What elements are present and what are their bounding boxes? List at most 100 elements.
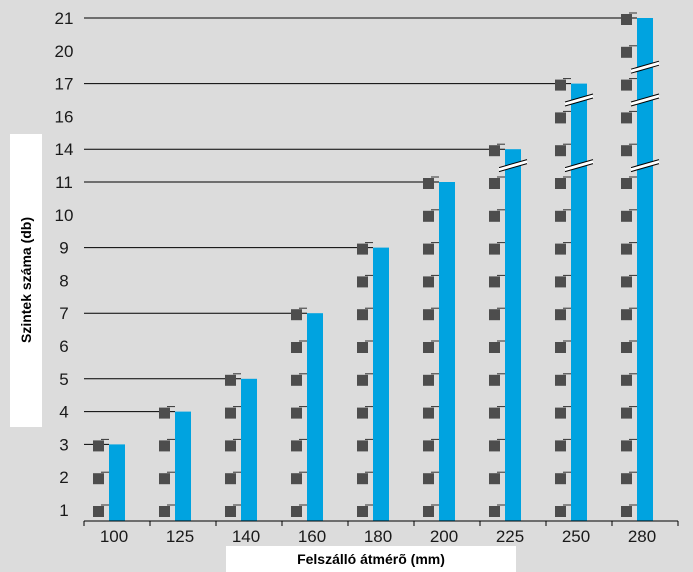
floor-marker [489, 210, 500, 222]
y-tick-label: 3 [59, 435, 68, 454]
axis-break-gap [630, 159, 660, 172]
floor-marker [621, 440, 632, 452]
floor-marker [357, 276, 368, 288]
floor-marker [621, 374, 632, 386]
y-tick-label: 7 [59, 304, 68, 323]
floor-marker [423, 178, 434, 189]
floor-marker [225, 440, 236, 452]
floor-marker [93, 473, 104, 485]
floor-marker [555, 473, 566, 485]
floor-marker [291, 407, 302, 419]
y-tick-label: 17 [55, 75, 74, 94]
floor-marker [291, 506, 302, 517]
floor-marker [225, 473, 236, 485]
floor-marker [423, 210, 434, 222]
floor-marker [621, 145, 632, 157]
x-tick-label: 280 [628, 527, 656, 546]
floor-marker [225, 506, 236, 517]
floor-marker [621, 178, 632, 189]
x-tick-label: 125 [166, 527, 194, 546]
ylabel-panel [10, 134, 42, 427]
floor-marker [489, 243, 500, 255]
floor-marker [621, 79, 632, 91]
axis-break-line [564, 97, 594, 107]
x-tick-label: 200 [430, 527, 458, 546]
floor-marker [555, 210, 566, 222]
bar [241, 378, 257, 521]
floor-marker [423, 506, 434, 517]
floor-marker [621, 46, 632, 58]
y-tick-label: 21 [55, 9, 74, 28]
bar [307, 313, 323, 521]
floor-marker [555, 276, 566, 288]
floor-marker [423, 374, 434, 386]
floor-marker [423, 243, 434, 255]
bar [439, 182, 455, 521]
floor-marker [159, 407, 170, 419]
floor-marker [621, 473, 632, 485]
axis-break-line [630, 159, 660, 169]
floor-marker [489, 178, 500, 189]
x-tick-label: 180 [364, 527, 392, 546]
floor-marker [357, 407, 368, 419]
floor-marker [555, 79, 566, 91]
floor-marker [423, 473, 434, 485]
axis-break-line [630, 97, 660, 107]
floor-marker [357, 342, 368, 353]
floor-marker [291, 473, 302, 485]
floor-marker [357, 440, 368, 452]
axis-break-line [564, 163, 594, 173]
floor-marker [225, 407, 236, 419]
axis-break-gap [564, 159, 594, 172]
floor-marker [357, 309, 368, 321]
floor-marker [489, 407, 500, 419]
floor-marker [489, 506, 500, 517]
floor-marker [555, 440, 566, 452]
y-tick-label: 2 [59, 468, 68, 487]
x-tick-label: 160 [298, 527, 326, 546]
bar [175, 411, 191, 521]
bar [505, 149, 521, 521]
floor-marker [621, 14, 632, 25]
floor-marker [423, 440, 434, 452]
floor-marker [555, 112, 566, 124]
floor-marker [93, 506, 104, 517]
floor-marker [621, 407, 632, 419]
floor-marker [291, 342, 302, 353]
reference-lines [84, 17, 637, 445]
axis-break-line [564, 159, 594, 169]
axis-break-line [498, 163, 528, 173]
axis-break-line [498, 159, 528, 169]
floor-marker [621, 506, 632, 517]
floor-marker [621, 210, 632, 222]
xlabel-panel [226, 546, 516, 572]
floor-marker [423, 342, 434, 353]
floor-marker [93, 440, 104, 452]
floor-marker [423, 309, 434, 321]
x-tick-label: 100 [100, 527, 128, 546]
floor-marker [357, 506, 368, 517]
floor-marker [489, 276, 500, 288]
axis-break-gap [630, 61, 660, 74]
y-tick-labels: 1 2 3 4 5 6 7 8 9 10 11 14 16 17 20 21 [55, 9, 74, 520]
y-tick-label: 11 [55, 173, 73, 192]
bars [109, 18, 653, 521]
bar [109, 444, 125, 521]
y-tick-label: 20 [55, 42, 74, 61]
axis-break-gap [564, 94, 594, 106]
floor-marker [159, 473, 170, 485]
bar [637, 18, 653, 521]
y-tick-label: 8 [59, 271, 68, 290]
floor-marker [555, 506, 566, 517]
floor-marker [291, 309, 302, 321]
y-tick-label: 1 [59, 501, 68, 520]
floor-marker [357, 243, 368, 255]
floor-marker [225, 374, 236, 386]
y-tick-label: 10 [55, 206, 74, 225]
x-tick-label: 225 [496, 527, 524, 546]
floor-marker [621, 243, 632, 255]
floor-marker [357, 374, 368, 386]
floor-marker [489, 145, 500, 157]
bar [373, 247, 389, 521]
y-axis-title: Szintek száma (db) [18, 217, 34, 343]
